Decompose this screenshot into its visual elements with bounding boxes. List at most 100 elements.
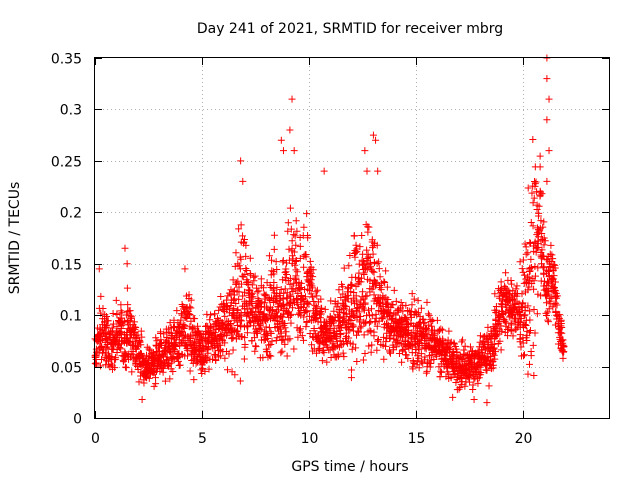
data-point [403, 331, 411, 339]
data-point [283, 270, 291, 278]
data-point [538, 246, 546, 254]
data-point [524, 184, 532, 192]
data-point [267, 329, 275, 337]
data-point [277, 325, 285, 333]
data-point [225, 350, 233, 358]
data-point [474, 379, 482, 387]
data-point [356, 316, 364, 324]
data-point [292, 257, 300, 265]
data-point [308, 341, 316, 349]
data-point [415, 364, 423, 372]
data-point [534, 212, 542, 220]
data-point [513, 298, 521, 306]
data-point [240, 355, 248, 363]
data-point [461, 382, 469, 390]
data-point [363, 292, 371, 300]
data-point [183, 352, 191, 360]
data-point [137, 327, 145, 335]
data-point [113, 310, 121, 318]
data-point [540, 218, 548, 226]
data-point [205, 343, 213, 351]
data-point [386, 334, 394, 342]
data-point [344, 285, 352, 293]
data-point [524, 370, 532, 378]
y-tick-label: 0 [73, 412, 82, 428]
data-point [235, 225, 243, 233]
data-point [217, 331, 225, 339]
data-point [347, 280, 355, 288]
data-point [549, 303, 557, 311]
data-point [191, 315, 199, 323]
data-point [389, 301, 397, 309]
data-point [335, 306, 343, 314]
data-point [544, 318, 552, 326]
data-point [190, 376, 198, 384]
data-point [419, 316, 427, 324]
data-point [306, 257, 314, 265]
data-point [313, 286, 321, 294]
data-point [529, 135, 537, 143]
data-point [346, 313, 354, 321]
data-point [244, 278, 252, 286]
data-point [526, 267, 534, 275]
data-point [529, 199, 537, 207]
data-point [137, 341, 145, 349]
data-point [370, 291, 378, 299]
data-point [501, 317, 509, 325]
data-point [128, 313, 136, 321]
data-point [539, 263, 547, 271]
data-point [98, 342, 106, 350]
data-point [521, 351, 529, 359]
data-point [285, 256, 293, 264]
data-point [385, 309, 393, 317]
data-point [126, 317, 134, 325]
data-point [349, 308, 357, 316]
data-point [186, 367, 194, 375]
data-point [236, 312, 244, 320]
y-tick-label: 0.15 [51, 258, 82, 274]
data-point [242, 252, 250, 260]
data-point [351, 253, 359, 261]
data-point [247, 318, 255, 326]
data-point [288, 95, 296, 103]
data-point [374, 335, 382, 343]
data-point [455, 385, 463, 393]
data-point [111, 353, 119, 361]
data-point [545, 305, 553, 313]
data-point [438, 341, 446, 349]
data-point [537, 217, 545, 225]
data-point [485, 382, 493, 390]
data-point [547, 241, 555, 249]
data-point [559, 339, 567, 347]
data-point [409, 365, 417, 373]
data-point [505, 290, 513, 298]
data-point [113, 322, 121, 330]
data-point [123, 260, 131, 268]
data-point [270, 279, 278, 287]
data-point [373, 346, 381, 354]
data-point [292, 241, 300, 249]
data-point [169, 368, 177, 376]
data-point [187, 304, 195, 312]
data-point [123, 284, 131, 292]
data-point [287, 225, 295, 233]
data-point [362, 318, 370, 326]
data-point [408, 342, 416, 350]
data-point [179, 321, 187, 329]
data-point [120, 317, 128, 325]
data-point [251, 272, 259, 280]
data-point [296, 328, 304, 336]
data-point [261, 299, 269, 307]
data-point [470, 395, 478, 403]
data-point [234, 327, 242, 335]
data-point [269, 314, 277, 322]
data-point [273, 283, 281, 291]
data-point [508, 280, 516, 288]
data-point [152, 380, 160, 388]
data-point [308, 284, 316, 292]
data-point [526, 307, 534, 315]
data-point [225, 289, 233, 297]
data-point [349, 322, 357, 330]
data-point [469, 386, 477, 394]
data-point [543, 177, 551, 185]
